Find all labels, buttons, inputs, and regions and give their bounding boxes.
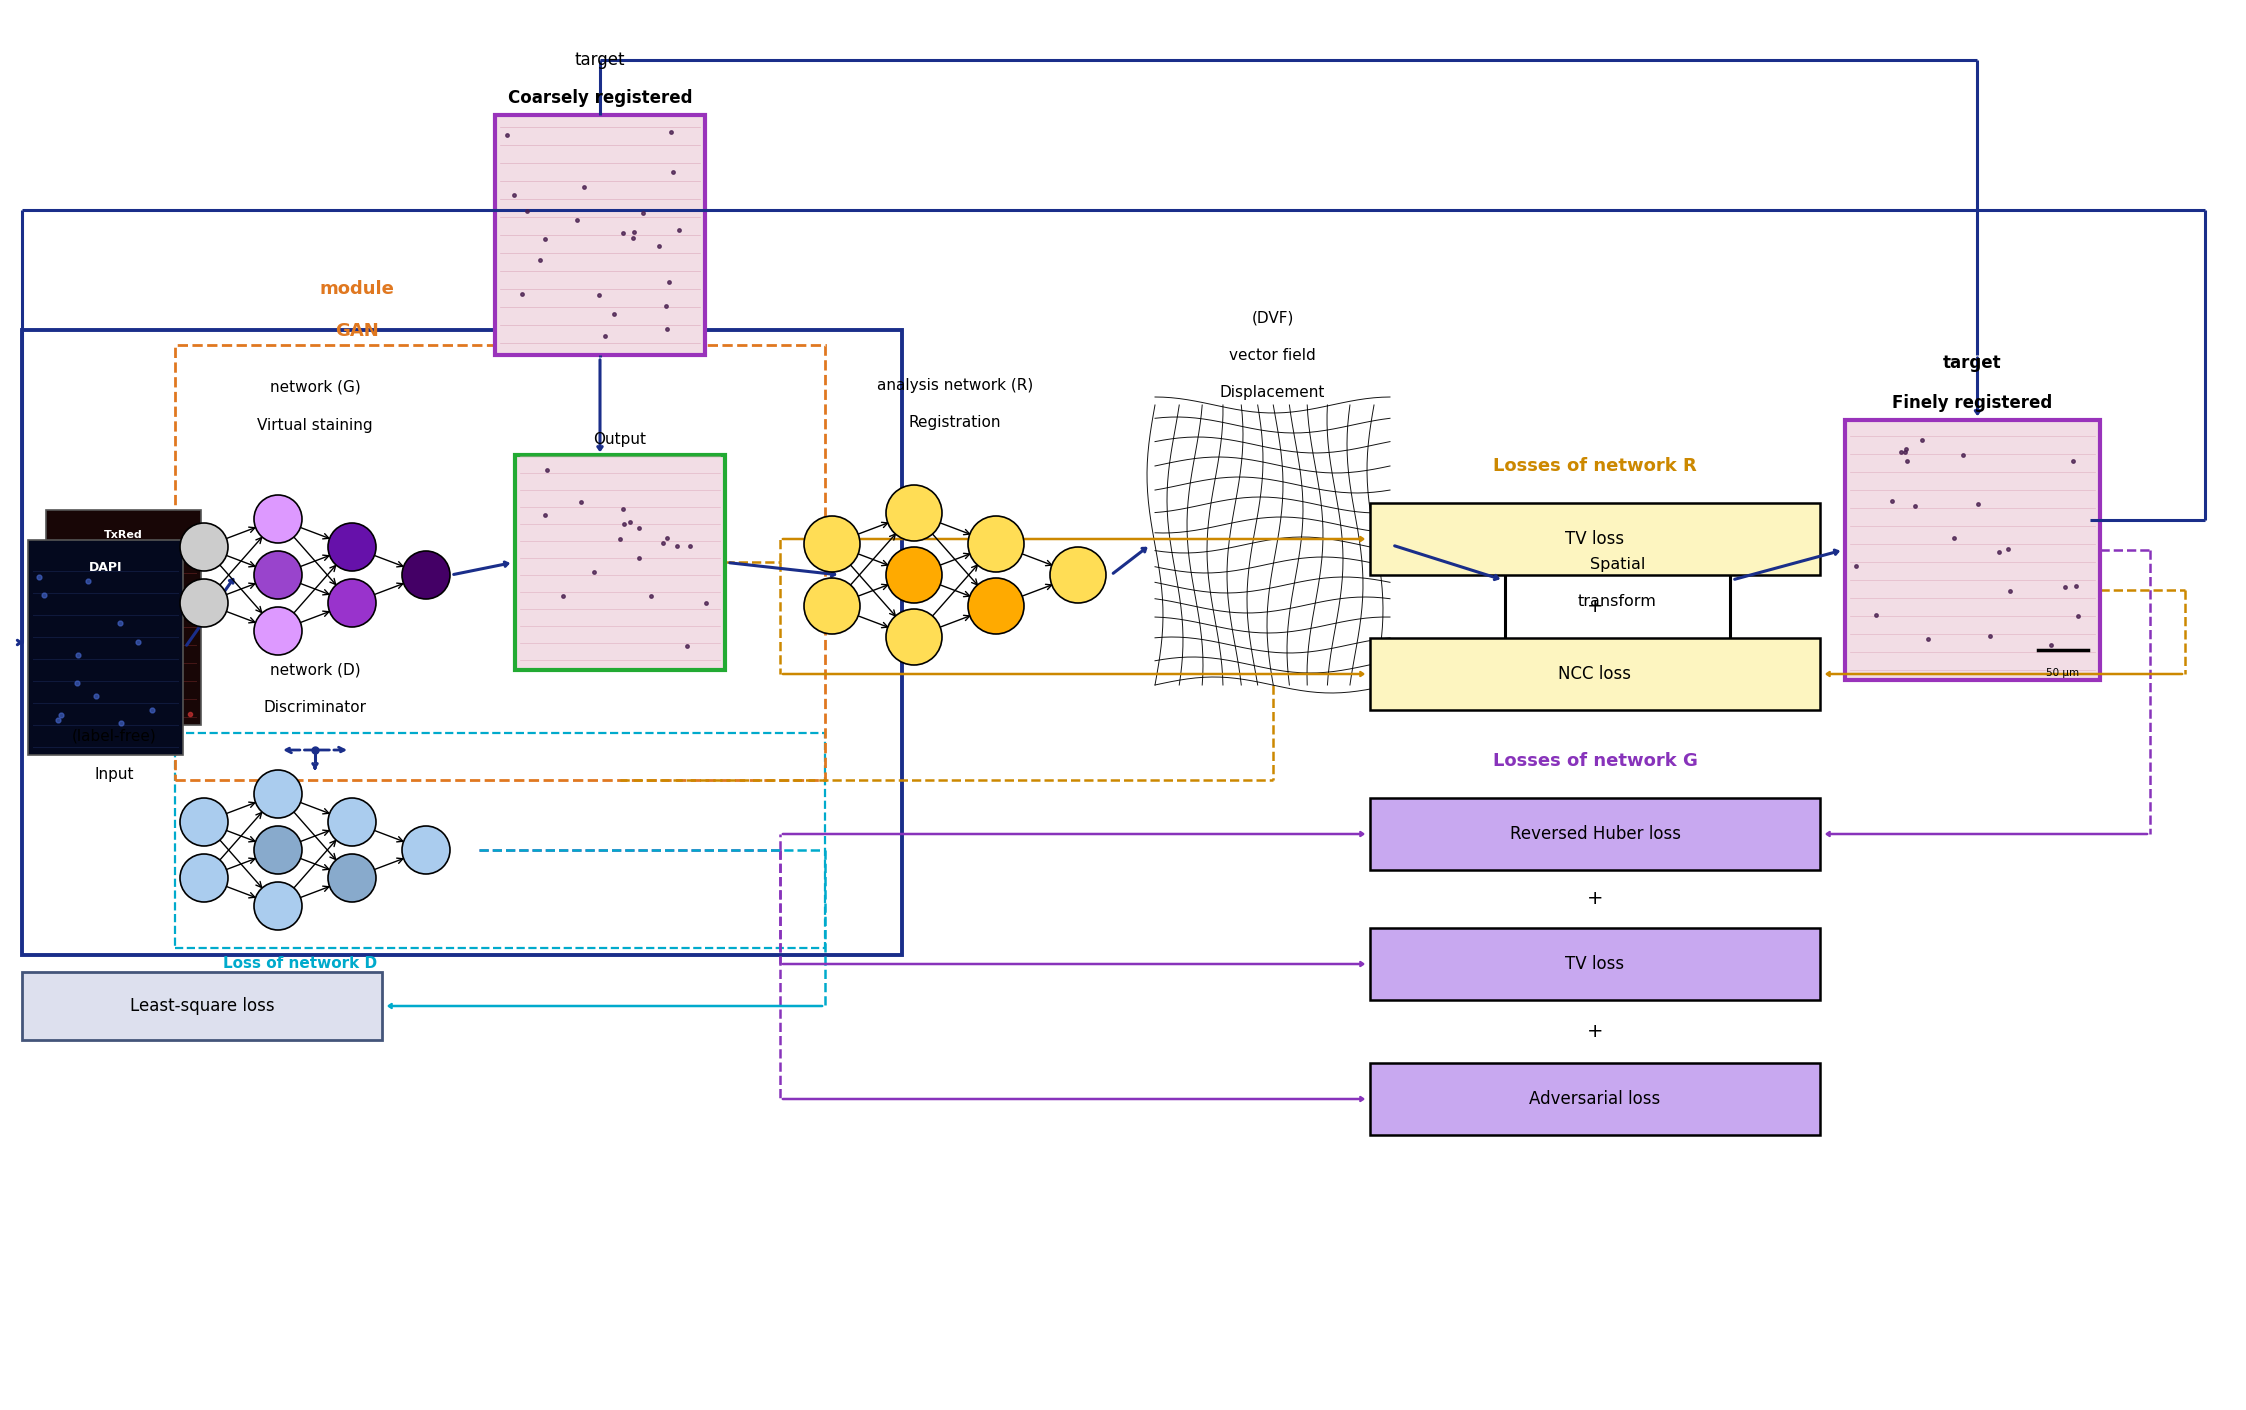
Text: Discriminator: Discriminator: [263, 699, 366, 715]
Text: network (G): network (G): [270, 381, 359, 395]
Circle shape: [328, 798, 375, 846]
FancyBboxPatch shape: [514, 455, 725, 670]
Circle shape: [328, 854, 375, 902]
FancyBboxPatch shape: [1370, 928, 1819, 1000]
Text: Adversarial loss: Adversarial loss: [1530, 1090, 1660, 1108]
Text: Reversed Huber loss: Reversed Huber loss: [1509, 825, 1680, 843]
Text: (label-free): (label-free): [72, 729, 157, 744]
Text: +: +: [1586, 890, 1604, 908]
Circle shape: [968, 578, 1024, 634]
Circle shape: [254, 606, 301, 656]
Circle shape: [804, 516, 860, 572]
Circle shape: [968, 516, 1024, 572]
Text: Least-square loss: Least-square loss: [130, 997, 274, 1015]
Text: DAPI: DAPI: [90, 561, 121, 574]
Text: TV loss: TV loss: [1565, 955, 1624, 973]
Text: 50 μm: 50 μm: [2046, 668, 2080, 678]
Text: vector field: vector field: [1229, 348, 1316, 362]
Circle shape: [885, 547, 941, 603]
Circle shape: [402, 551, 449, 599]
Text: transform: transform: [1579, 595, 1658, 609]
Text: Registration: Registration: [910, 415, 1002, 430]
Circle shape: [328, 523, 375, 571]
Text: Input: Input: [94, 767, 135, 783]
FancyBboxPatch shape: [1370, 637, 1819, 711]
Text: Loss of network D: Loss of network D: [222, 956, 377, 971]
Text: GAN: GAN: [335, 321, 380, 340]
Circle shape: [254, 883, 301, 931]
Text: +: +: [1586, 596, 1604, 616]
FancyBboxPatch shape: [494, 116, 705, 355]
Text: Output: Output: [593, 431, 647, 447]
Text: Losses of network R: Losses of network R: [1494, 457, 1698, 475]
Text: TxRed: TxRed: [103, 530, 144, 540]
FancyBboxPatch shape: [1370, 798, 1819, 870]
Text: target: target: [1943, 354, 2001, 372]
Circle shape: [254, 770, 301, 818]
Circle shape: [254, 826, 301, 874]
FancyBboxPatch shape: [1370, 503, 1819, 575]
Text: (DVF): (DVF): [1251, 312, 1294, 326]
FancyBboxPatch shape: [1844, 420, 2100, 680]
Text: Spatial: Spatial: [1590, 557, 1644, 572]
Text: target: target: [575, 51, 624, 69]
Circle shape: [885, 485, 941, 541]
Circle shape: [254, 495, 301, 543]
Circle shape: [1049, 547, 1105, 603]
Text: network (D): network (D): [270, 663, 359, 678]
FancyBboxPatch shape: [22, 971, 382, 1041]
Circle shape: [885, 609, 941, 666]
Text: Finely registered: Finely registered: [1893, 393, 2053, 412]
Text: Losses of network G: Losses of network G: [1494, 752, 1698, 770]
Circle shape: [328, 580, 375, 627]
Circle shape: [254, 551, 301, 599]
FancyBboxPatch shape: [1505, 505, 1729, 656]
Circle shape: [180, 523, 229, 571]
Circle shape: [402, 826, 449, 874]
FancyBboxPatch shape: [27, 540, 182, 754]
Circle shape: [180, 580, 229, 627]
Text: module: module: [319, 281, 395, 298]
Text: Displacement: Displacement: [1220, 385, 1325, 400]
Text: analysis network (R): analysis network (R): [876, 378, 1033, 393]
FancyBboxPatch shape: [45, 510, 200, 725]
Text: TV loss: TV loss: [1565, 530, 1624, 548]
Text: Virtual staining: Virtual staining: [258, 417, 373, 433]
Text: Coarsely registered: Coarsely registered: [508, 89, 692, 107]
Circle shape: [180, 798, 229, 846]
Text: +: +: [1586, 1022, 1604, 1041]
Text: NCC loss: NCC loss: [1559, 666, 1631, 682]
FancyBboxPatch shape: [1370, 1063, 1819, 1135]
Circle shape: [180, 854, 229, 902]
Circle shape: [804, 578, 860, 634]
